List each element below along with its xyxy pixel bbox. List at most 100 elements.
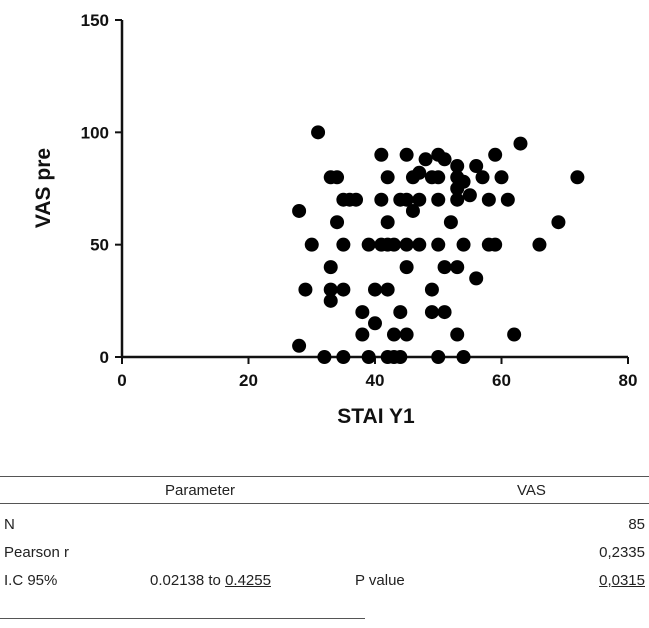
ci-range-upper: 0.4255: [225, 572, 271, 589]
ci-range-prefix: 0.02138 to: [150, 572, 226, 589]
data-point: [431, 237, 446, 252]
table-top-rule: [0, 476, 649, 477]
data-point: [386, 327, 401, 342]
data-point: [292, 338, 307, 353]
y-axis-title: VAS pre: [32, 148, 55, 228]
data-point: [450, 192, 465, 207]
data-point: [551, 215, 566, 230]
row-ci-range: 0.02138 to 0.4255: [150, 572, 271, 589]
data-point: [336, 237, 351, 252]
data-point: [323, 260, 338, 275]
header-vas: VAS: [517, 482, 546, 499]
data-point: [399, 192, 414, 207]
data-point: [437, 152, 452, 167]
data-point: [405, 203, 420, 218]
data-point: [532, 237, 547, 252]
data-point: [475, 170, 490, 185]
data-point: [450, 260, 465, 275]
data-point: [507, 327, 522, 342]
data-point: [361, 350, 376, 364]
data-point: [456, 237, 471, 252]
data-point: [368, 282, 382, 297]
header-parameter: Parameter: [165, 482, 236, 499]
data-point: [355, 305, 370, 320]
data-point: [380, 215, 395, 230]
data-point: [412, 237, 427, 252]
data-point: [418, 152, 433, 167]
row-ci-label: I.C 95%: [4, 572, 58, 589]
data-points: [292, 125, 585, 364]
data-point: [330, 170, 345, 185]
data-point: [336, 282, 351, 297]
data-point: [431, 170, 446, 185]
data-point: [456, 350, 471, 364]
data-point: [513, 136, 528, 151]
data-point: [431, 192, 446, 207]
x-tick-label: 40: [366, 371, 385, 390]
x-tick-label: 60: [492, 371, 511, 390]
data-point: [494, 170, 509, 185]
data-point: [292, 203, 307, 218]
axes: 0 20 40 60 80 0 50 100 150: [81, 11, 638, 390]
x-tick-label: 20: [239, 371, 258, 390]
data-point: [450, 181, 465, 196]
y-tick-label: 100: [81, 123, 109, 142]
data-point: [500, 192, 515, 207]
data-point: [393, 350, 408, 364]
header-rule: [0, 503, 649, 504]
data-point: [380, 282, 395, 297]
data-point: [323, 293, 338, 308]
data-point: [437, 260, 452, 275]
data-point: [380, 170, 395, 185]
data-point: [336, 350, 351, 364]
data-point: [399, 147, 414, 162]
data-point: [424, 305, 439, 320]
row-pearson-label: Pearson r: [4, 544, 70, 561]
x-tick-label: 0: [117, 371, 126, 390]
statistics-table: Parameter VAS N 85 Pearson r 0,2335 I.C …: [0, 476, 649, 626]
data-point: [368, 316, 382, 331]
data-point: [424, 282, 439, 297]
data-point: [298, 282, 313, 297]
data-point: [488, 237, 503, 252]
data-point: [469, 271, 484, 286]
data-point: [311, 125, 326, 140]
data-point: [349, 192, 364, 207]
data-point: [386, 237, 401, 252]
data-point: [570, 170, 585, 185]
data-point: [450, 327, 465, 342]
data-point: [355, 327, 370, 342]
data-point: [399, 260, 414, 275]
data-point: [393, 305, 408, 320]
data-point: [412, 165, 427, 180]
scatter-plot: 0 20 40 60 80 0 50 100 150 STAI Y1 VAS pre: [32, 11, 638, 428]
data-point: [469, 159, 484, 174]
data-point: [431, 350, 446, 364]
data-point: [399, 327, 414, 342]
data-point: [304, 237, 319, 252]
data-point: [412, 192, 427, 207]
data-point: [462, 188, 477, 203]
data-point: [323, 282, 338, 297]
row-pearson-value: 0,2335: [599, 544, 645, 561]
data-point: [330, 215, 345, 230]
x-tick-label: 80: [619, 371, 638, 390]
y-tick-label: 50: [90, 236, 109, 255]
table-bottom-rule: [0, 618, 365, 619]
row-n-value: 85: [628, 516, 645, 533]
data-point: [481, 192, 496, 207]
data-point: [317, 350, 332, 364]
data-point: [374, 147, 389, 162]
data-point: [450, 159, 465, 174]
data-point: [488, 147, 503, 162]
data-point: [399, 237, 414, 252]
data-point: [374, 192, 389, 207]
data-point: [443, 215, 458, 230]
y-tick-label: 150: [81, 11, 109, 30]
data-point: [437, 305, 452, 320]
row-n-label: N: [4, 516, 15, 533]
row-p-label: P value: [355, 572, 405, 589]
x-axis-title: STAI Y1: [337, 405, 415, 428]
data-point: [361, 237, 376, 252]
row-p-value: 0,0315: [599, 572, 645, 589]
